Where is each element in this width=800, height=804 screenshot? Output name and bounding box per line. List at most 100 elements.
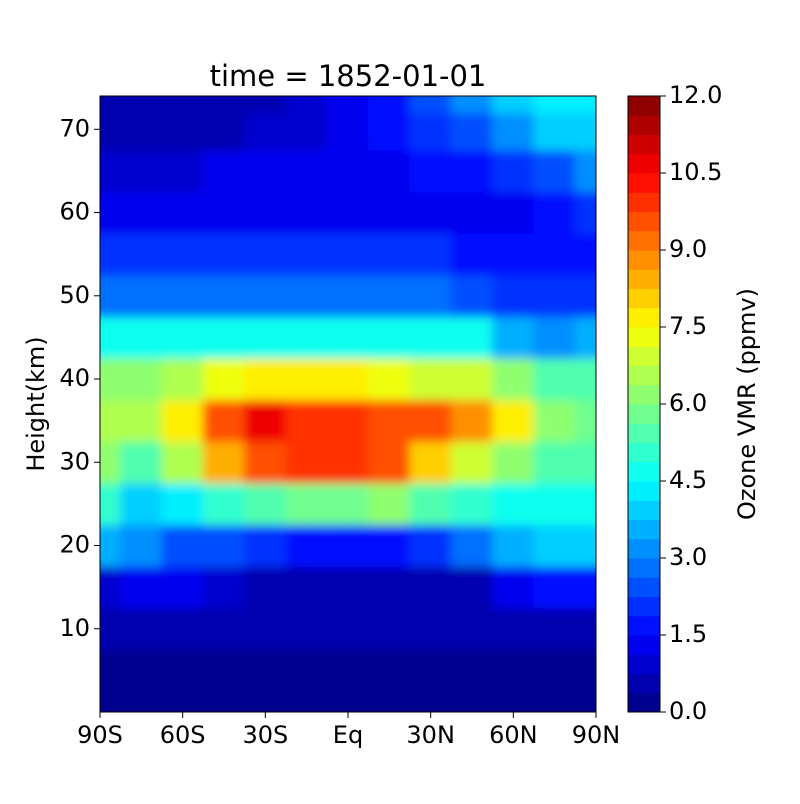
contour-cell xyxy=(244,316,287,359)
contour-cell xyxy=(492,191,535,234)
contour-cell xyxy=(492,649,535,692)
contour-cell xyxy=(492,357,535,401)
contour-cell xyxy=(326,440,370,484)
contour-cell xyxy=(492,524,535,567)
contour-cell xyxy=(161,149,204,193)
contour-cell xyxy=(202,316,246,359)
contour-cell xyxy=(285,649,328,692)
contour-cell xyxy=(533,482,576,526)
contour-cell xyxy=(100,191,122,234)
colorbar-tick-label: 1.5 xyxy=(669,620,707,648)
colorbar-band xyxy=(628,346,660,366)
y-tick-label: 70 xyxy=(59,114,90,142)
contour-cell xyxy=(120,274,163,318)
contour-cell xyxy=(492,565,535,609)
contour-cell xyxy=(120,232,163,276)
contour-cell xyxy=(450,399,494,442)
contour-cell xyxy=(202,607,246,651)
contour-cell xyxy=(450,112,494,151)
colorbar-band xyxy=(628,635,660,655)
contour-cell xyxy=(368,524,411,567)
contour-cell xyxy=(285,191,328,234)
colorbar-tick-label: 9.0 xyxy=(669,235,707,263)
contour-cell xyxy=(574,96,596,114)
contour-cell xyxy=(533,440,576,484)
contour-cell xyxy=(120,565,163,609)
contour-cell xyxy=(285,232,328,276)
contour-cell xyxy=(326,232,370,276)
contour-cell xyxy=(202,565,246,609)
contour-cell xyxy=(120,482,163,526)
contour-cell xyxy=(409,191,452,234)
contour-cell xyxy=(326,191,370,234)
contour-field xyxy=(100,96,596,712)
contour-cell xyxy=(492,607,535,651)
contour-cell xyxy=(492,316,535,359)
contour-cell xyxy=(326,357,370,401)
contour-cell xyxy=(450,149,494,193)
contour-cell xyxy=(244,482,287,526)
colorbar-tick-label: 12.0 xyxy=(669,81,722,109)
x-tick-label: 90N xyxy=(572,721,621,749)
contour-cell xyxy=(368,191,411,234)
contour-cell xyxy=(450,482,494,526)
contour-cell xyxy=(120,607,163,651)
contour-cell xyxy=(574,112,596,151)
contour-cell xyxy=(409,232,452,276)
colorbar-band xyxy=(628,500,660,520)
contour-cell xyxy=(244,191,287,234)
contour-cell xyxy=(100,690,122,712)
contour-cell xyxy=(202,232,246,276)
y-axis-label: Height(km) xyxy=(22,336,50,471)
x-tick-label: 60N xyxy=(489,721,538,749)
contour-cell xyxy=(120,316,163,359)
colorbar-band xyxy=(628,384,660,405)
contour-cell xyxy=(326,274,370,318)
contour-cell xyxy=(368,649,411,692)
contour-cell xyxy=(285,607,328,651)
contour-cell xyxy=(326,316,370,359)
contour-cell xyxy=(285,524,328,567)
contour-cell xyxy=(533,112,576,151)
contour-cell xyxy=(450,357,494,401)
contour-cell xyxy=(285,316,328,359)
contour-cell xyxy=(326,482,370,526)
contour-cell xyxy=(533,649,576,692)
contour-cell xyxy=(368,607,411,651)
contour-cell xyxy=(161,524,204,567)
colorbar-tick-label: 3.0 xyxy=(669,543,707,571)
contour-cell xyxy=(409,357,452,401)
colorbar-band xyxy=(628,442,660,463)
colorbar-tick-label: 7.5 xyxy=(669,312,707,340)
contour-cell xyxy=(202,357,246,401)
colorbar-tick-label: 4.5 xyxy=(669,466,707,494)
contour-cell xyxy=(244,149,287,193)
contour-cell xyxy=(368,232,411,276)
contour-cell xyxy=(368,440,411,484)
y-tick-label: 30 xyxy=(59,447,90,475)
colorbar-band xyxy=(628,423,660,443)
colorbar-band xyxy=(628,230,660,251)
colorbar-band xyxy=(628,192,660,212)
y-tick-label: 60 xyxy=(59,198,90,226)
contour-cell xyxy=(574,149,596,193)
contour-cell xyxy=(574,690,596,712)
contour-cell xyxy=(100,482,122,526)
contour-cell xyxy=(409,399,452,442)
colorbar-band xyxy=(628,250,660,270)
contour-cell xyxy=(409,316,452,359)
colorbar-band xyxy=(628,481,660,501)
colorbar-band xyxy=(628,654,660,674)
y-tick-label: 20 xyxy=(59,531,90,559)
y-tick-label: 40 xyxy=(59,364,90,392)
contour-cell xyxy=(202,149,246,193)
contour-cell xyxy=(202,440,246,484)
contour-cell xyxy=(244,357,287,401)
contour-cell xyxy=(244,274,287,318)
contour-cell xyxy=(409,149,452,193)
contour-cell xyxy=(326,112,370,151)
contour-cell xyxy=(244,440,287,484)
contour-cell xyxy=(202,690,246,712)
colorbar-band xyxy=(628,404,660,424)
